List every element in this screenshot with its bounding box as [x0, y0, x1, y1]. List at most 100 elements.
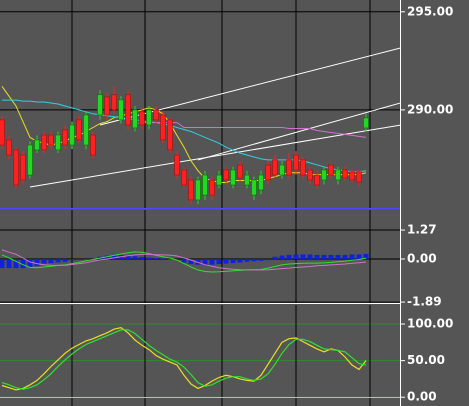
candle-body — [265, 164, 271, 181]
candle-body — [321, 169, 327, 181]
y-tick-label: 290.00 — [407, 102, 453, 116]
indicator-line — [1, 327, 367, 391]
plot-layer — [0, 0, 402, 406]
candle-body — [27, 144, 33, 176]
histogram-bar — [321, 254, 327, 260]
histogram-bar — [104, 255, 110, 260]
y-tick-label: 50.00 — [407, 353, 445, 367]
candle-body — [258, 174, 264, 191]
candle-body — [160, 114, 166, 141]
moving-average — [134, 122, 367, 138]
candle-body — [20, 154, 26, 181]
candle-body — [125, 94, 131, 126]
y-tick-label: -1.89 — [407, 295, 442, 309]
histogram-bar — [41, 259, 47, 264]
candle-body — [83, 114, 89, 146]
histogram-bar — [111, 254, 117, 260]
histogram-bar — [76, 259, 82, 260]
candle-body — [328, 164, 334, 176]
histogram-bar — [251, 259, 257, 262]
histogram-bar — [293, 254, 299, 260]
candle-body — [146, 109, 152, 126]
candle-body — [167, 119, 173, 151]
histogram-bar — [139, 256, 145, 260]
candle-body — [209, 179, 215, 196]
histogram-bar — [209, 259, 215, 265]
candle-body — [0, 119, 5, 146]
candle-body — [300, 159, 306, 176]
candle-body — [153, 109, 159, 121]
candle-body — [90, 134, 96, 156]
histogram-bar — [258, 259, 264, 261]
candle-body — [279, 164, 285, 176]
candle-body — [251, 179, 257, 196]
y-tick-label: 0.00 — [407, 252, 437, 266]
candle-body — [195, 179, 201, 201]
candle-body — [104, 96, 110, 116]
histogram-bar — [314, 254, 320, 260]
histogram-bar — [230, 259, 236, 264]
indicator-line — [1, 249, 367, 271]
y-tick-label: 1.27 — [407, 223, 437, 237]
histogram-bar — [223, 259, 229, 264]
histogram-bar — [188, 259, 194, 265]
candle-body — [174, 154, 180, 176]
histogram-bar — [335, 254, 341, 260]
candle-body — [62, 129, 68, 146]
candle-body — [132, 109, 138, 129]
histogram-bar — [328, 254, 334, 260]
candle-body — [69, 124, 75, 146]
candle-body — [307, 169, 313, 181]
histogram-bar — [195, 259, 201, 265]
histogram-bar — [300, 254, 306, 260]
histogram-bar — [125, 255, 131, 260]
candle-body — [34, 139, 40, 151]
histogram-bar — [216, 259, 222, 265]
histogram-bar — [181, 259, 187, 263]
candle-body — [97, 94, 103, 116]
histogram-bar — [62, 259, 68, 262]
histogram-bar — [363, 253, 369, 260]
candle-body — [223, 169, 229, 181]
candle-body — [111, 94, 117, 111]
candle-body — [314, 174, 320, 186]
histogram-bar — [265, 259, 271, 261]
candle-body — [335, 169, 341, 181]
histogram-bar — [153, 258, 159, 260]
histogram-bar — [0, 259, 5, 269]
histogram-bar — [34, 259, 40, 266]
candle-body — [356, 171, 362, 183]
histogram-bar — [272, 256, 278, 260]
histogram-bar — [174, 259, 180, 261]
indicator-line — [1, 329, 367, 390]
histogram-bar — [20, 259, 26, 269]
histogram-bar — [69, 259, 75, 261]
candle-body — [349, 171, 355, 181]
candle-body — [363, 117, 369, 129]
histogram-bar — [160, 258, 166, 260]
histogram-bar — [132, 256, 138, 260]
histogram-bar — [83, 259, 89, 260]
y-tick-label: 0.00 — [407, 390, 437, 404]
candle-body — [55, 134, 61, 151]
candle-body — [286, 159, 292, 176]
histogram-bar — [48, 259, 54, 264]
histogram-bar — [349, 254, 355, 260]
candle-body — [293, 154, 299, 171]
candle-body — [181, 169, 187, 186]
histogram-bar — [146, 257, 152, 260]
histogram-bar — [55, 259, 61, 263]
y-tick-label: 100.00 — [407, 317, 453, 331]
candle-body — [342, 169, 348, 179]
candle-body — [41, 134, 47, 151]
trendline — [29, 124, 402, 188]
candle-body — [118, 99, 124, 121]
candle-body — [202, 174, 208, 196]
candle-body — [48, 134, 54, 146]
candle-body — [244, 174, 250, 186]
histogram-bar — [286, 254, 292, 260]
candle-body — [237, 164, 243, 179]
